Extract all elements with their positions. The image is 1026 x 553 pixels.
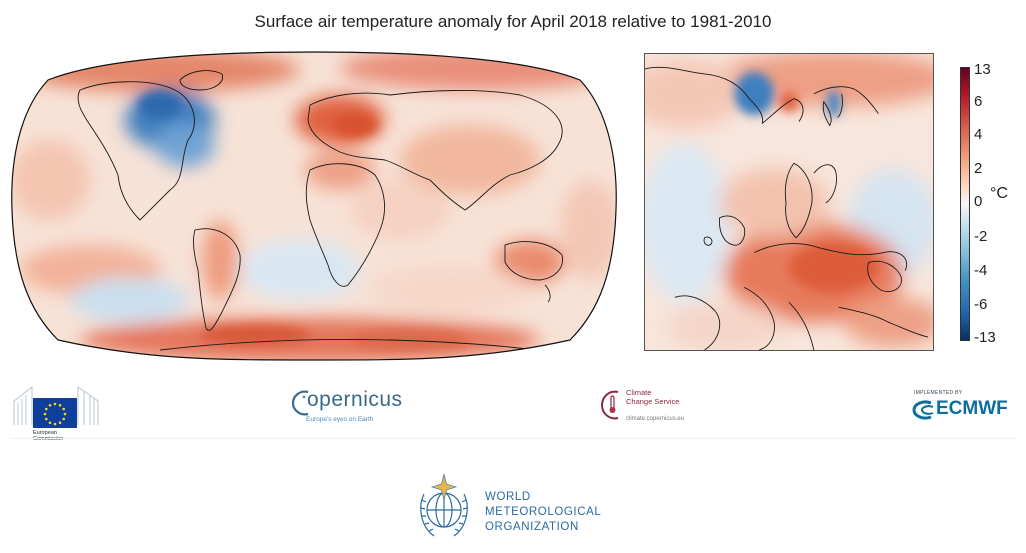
c3s-name-line2: Change Service (626, 397, 680, 406)
c3s-name-line1: Climate (626, 388, 652, 397)
c3s-name: Climate Change Service (626, 388, 679, 406)
ecmwf-logo: IMPLEMENTED BY ECMWF (908, 388, 1020, 424)
c3s-url: climate.copernicus.eu (626, 416, 685, 422)
colorbar-tick-label: -2 (974, 228, 988, 245)
colorbar-tick-label: 13 (974, 61, 991, 78)
eu-label-line1: European (33, 430, 57, 436)
colorbar-unit: °C (990, 185, 1008, 202)
eu-flag-icon (33, 398, 77, 428)
wmo-name: WORLD METEOROLOGICAL ORGANIZATION (485, 490, 601, 535)
colorbar-tick-label: 4 (974, 126, 983, 143)
wmo-emblem-icon (420, 473, 468, 537)
world-map (11, 51, 617, 361)
colorbar-tick-label: -13 (974, 329, 996, 346)
colorbar (960, 67, 970, 341)
partner-logos: European Commission opernicus Europe's e… (0, 372, 1026, 442)
wmo-name-line3: ORGANIZATION (485, 521, 579, 533)
copernicus-logo: opernicus Europe's eyes on Earth (290, 388, 403, 428)
c3s-logo: Climate Change Service climate.copernicu… (600, 388, 710, 430)
ecmwf-implemented-by: IMPLEMENTED BY (914, 390, 963, 396)
wmo-logo: WORLD METEOROLOGICAL ORGANIZATION (412, 470, 612, 542)
divider (10, 438, 1016, 439)
colorbar-tick-label: 2 (974, 160, 983, 177)
eu-building-icon (13, 385, 99, 425)
ecmwf-icon (912, 400, 934, 420)
colorbar-tick-label: 6 (974, 93, 983, 110)
wmo-name-line2: METEOROLOGICAL (485, 506, 602, 518)
colorbar-tick-label: 0 (974, 193, 983, 210)
copernicus-tagline: Europe's eyes on Earth (306, 416, 374, 423)
copernicus-c-icon (291, 390, 309, 416)
colorbar-tick-label: -6 (974, 296, 988, 313)
colorbar-tick-label: -4 (974, 262, 988, 279)
wmo-name-line1: WORLD (485, 491, 531, 503)
thermometer-icon (600, 390, 619, 420)
eu-commission-logo: European Commission (12, 377, 102, 442)
copernicus-name: opernicus (307, 388, 403, 411)
page-title: Surface air temperature anomaly for Apri… (254, 12, 772, 31)
ecmwf-name: ECMWF (936, 398, 1008, 419)
europe-map (644, 53, 934, 351)
eu-label-line2: Commission (33, 436, 64, 442)
eu-commission-label: European Commission (33, 430, 63, 442)
